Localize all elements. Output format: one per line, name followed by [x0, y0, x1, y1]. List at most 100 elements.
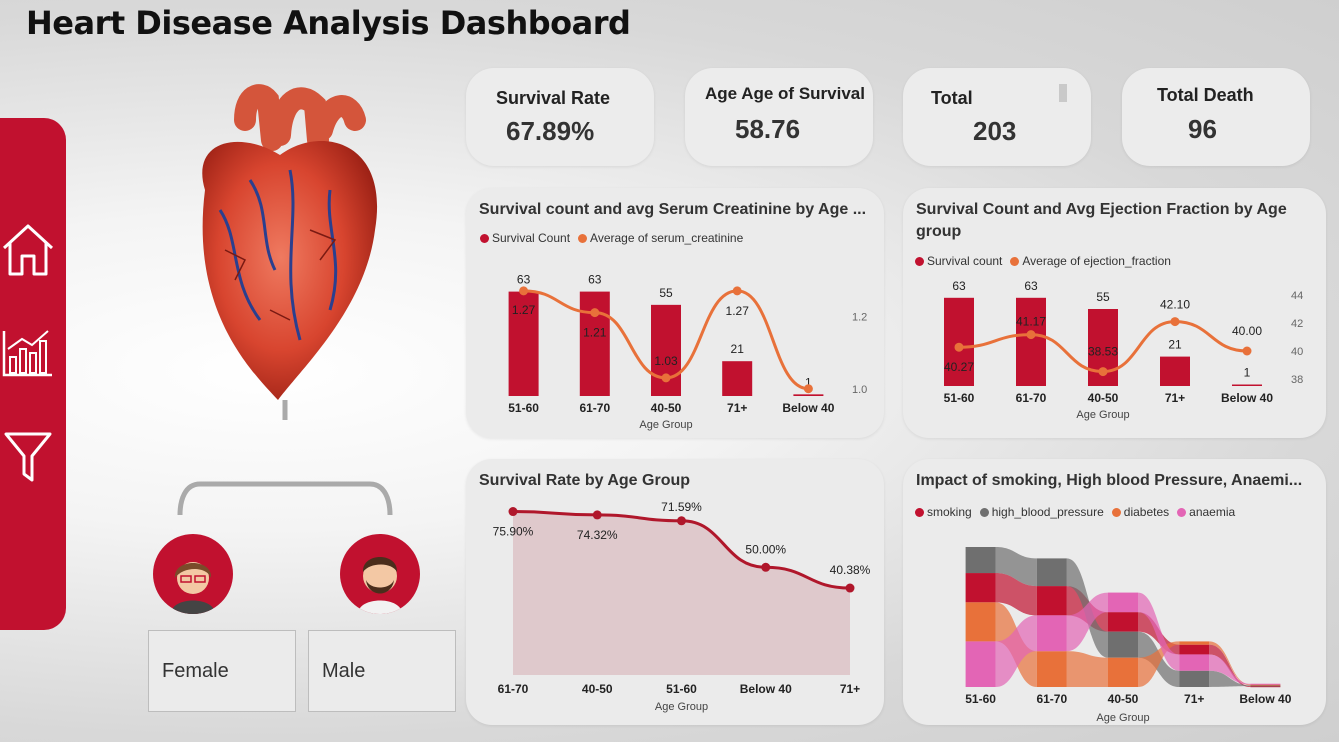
legend-dot — [1111, 507, 1121, 517]
x-tick-label: 61-70 — [1036, 692, 1067, 706]
line-point — [519, 286, 529, 296]
bar-data-label: 1 — [1244, 366, 1251, 380]
male-filter-button[interactable]: Male — [308, 630, 456, 712]
kpi-value: 58.76 — [735, 114, 801, 144]
ribbon-segment — [1179, 644, 1210, 655]
kpi-age-survival: Age Age of Survival 58.76 — [685, 68, 873, 166]
gender-tree-lines — [177, 481, 393, 516]
kpi-value: 96 — [1188, 114, 1217, 144]
bar-data-label: 55 — [1096, 290, 1110, 304]
x-tick-label: 71+ — [1184, 692, 1204, 706]
line-data-label: 38.53 — [1088, 345, 1118, 359]
line-point — [590, 308, 600, 318]
x-tick-label: 61-70 — [498, 682, 529, 696]
male-avatar[interactable] — [340, 534, 420, 614]
ribbon-segment — [1250, 683, 1281, 685]
bar-data-label: 55 — [659, 286, 673, 300]
chart-card-ejection[interactable]: Survival Count and Avg Ejection Fraction… — [903, 188, 1326, 438]
ribbon-band — [1066, 592, 1108, 652]
bar — [579, 291, 610, 396]
male-label: Male — [322, 659, 366, 682]
x-tick-label: 71+ — [840, 682, 860, 696]
bar-data-label: 21 — [1168, 338, 1182, 352]
legend-dot — [578, 233, 588, 243]
legend-label: high_blood_pressure — [991, 505, 1104, 519]
bar-data-label: 63 — [952, 279, 966, 293]
line-point — [1026, 330, 1036, 340]
filter-icon[interactable] — [0, 426, 56, 486]
ribbon-segment — [1179, 641, 1210, 645]
legend-dot — [1177, 507, 1187, 517]
ribbon-band — [1209, 641, 1251, 686]
ribbon-segment — [1179, 670, 1210, 687]
ribbon-segment — [1108, 592, 1138, 613]
ribbon-segment — [1108, 612, 1138, 632]
chart-card-impact[interactable]: Impact of smoking, High blood Pressure, … — [903, 459, 1326, 725]
legend-dot — [979, 507, 989, 517]
legend-dot — [480, 233, 489, 243]
chart-legend: Survival count Average of ejection_fract… — [915, 254, 1171, 268]
line-data-label: 42.10 — [1160, 298, 1190, 312]
y2-tick-label: 1.0 — [852, 384, 867, 396]
point-data-label: 71.59% — [661, 500, 702, 514]
x-tick-label: Below 40 — [1239, 692, 1291, 706]
ribbon-segment — [1036, 651, 1067, 687]
area-point — [592, 510, 602, 520]
ribbon-band — [995, 547, 1037, 587]
bar — [1016, 297, 1046, 386]
bar — [508, 291, 539, 396]
chart-card-creatinine[interactable]: Survival count and avg Serum Creatinine … — [466, 188, 884, 438]
bar — [1160, 356, 1190, 386]
y2-tick-label: 38 — [1291, 374, 1303, 386]
home-icon[interactable] — [0, 218, 56, 278]
y2-tick-label: 44 — [1291, 290, 1303, 302]
x-tick-label: 71+ — [1165, 391, 1185, 405]
ribbon-segment — [1036, 586, 1067, 616]
y2-tick-label: 40 — [1291, 346, 1303, 358]
x-tick-label: 40-50 — [582, 682, 613, 696]
line-point — [1242, 346, 1252, 356]
bar-data-label: 21 — [731, 342, 745, 356]
x-tick-label: 40-50 — [651, 401, 682, 415]
point-data-label: 74.32% — [577, 528, 618, 542]
female-filter-button[interactable]: Female — [148, 630, 296, 712]
legend-label: anaemia — [1189, 505, 1236, 519]
ribbon-chart: 51-60 61-70 40-50 71+ Below 40 Age Group — [965, 547, 1292, 724]
legend-dot — [915, 256, 924, 266]
x-tick-label: 61-70 — [579, 401, 610, 415]
x-tick-label: 51-60 — [965, 692, 996, 706]
kpi-value: 67.89% — [506, 116, 595, 146]
bar — [1232, 384, 1262, 386]
line-point — [803, 384, 813, 394]
line-series — [523, 289, 809, 391]
x-axis-title: Age Group — [1096, 712, 1149, 724]
y2-tick-label: 42 — [1291, 318, 1303, 330]
x-axis-title: Age Group — [655, 701, 708, 713]
line-data-label: 1.27 — [512, 303, 536, 317]
ribbon-band — [1209, 644, 1251, 687]
area-line — [512, 510, 851, 590]
kpi-total: Total 203 — [903, 68, 1091, 166]
ribbon-band — [995, 573, 1037, 616]
line-point — [661, 373, 671, 383]
chart-icon[interactable] — [0, 323, 56, 383]
female-avatar[interactable] — [153, 534, 233, 614]
bar-data-label: 63 — [1024, 279, 1038, 293]
ribbon-segment — [965, 547, 996, 574]
ribbon-segment — [1108, 657, 1138, 687]
x-tick-label: 51-60 — [944, 391, 975, 405]
legend-label: Average of ejection_fraction — [1022, 254, 1171, 268]
chart-card-survival-rate[interactable]: Survival Rate by Age Group 75.90% 61-70 74… — [466, 459, 884, 725]
legend-label: Average of serum_creatinine — [590, 231, 744, 245]
bar-data-label: 63 — [517, 273, 531, 287]
bar — [944, 297, 974, 386]
x-tick-label: 40-50 — [1088, 391, 1119, 405]
x-tick-label: 71+ — [727, 401, 747, 415]
ribbon-segment — [965, 602, 996, 642]
ribbon-segment — [1036, 558, 1067, 587]
ribbon-segment — [1250, 686, 1281, 688]
bar-data-label: 1 — [805, 375, 812, 389]
area-chart: 75.90% 61-70 74.32% 40-50 71.59% 51-60 50.00% B… — [493, 500, 871, 713]
bar — [722, 361, 753, 396]
line-data-label: 40.00 — [1232, 324, 1262, 338]
